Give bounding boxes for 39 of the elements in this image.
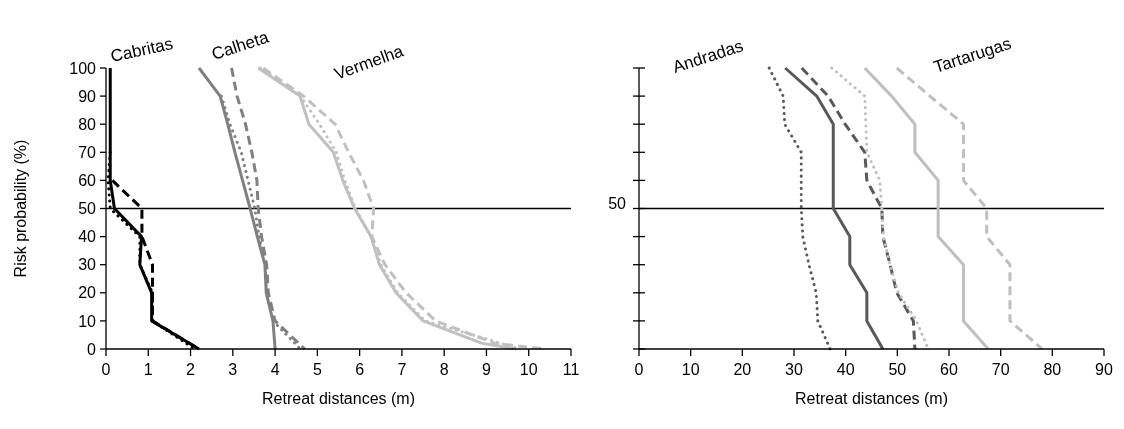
y-tick-label: 50 xyxy=(78,200,97,218)
x-tick-label: 60 xyxy=(940,361,958,378)
y-tick-label: 30 xyxy=(78,256,97,274)
x-tick-label: 90 xyxy=(1095,361,1113,378)
text: Calheta xyxy=(209,27,272,64)
x-tick-label: 0 xyxy=(634,361,644,378)
x-tick-label: 4 xyxy=(270,361,280,378)
x-tick-label: 7 xyxy=(397,361,407,378)
y-axis-title: Risk probability (%) xyxy=(12,139,29,278)
x-axis-title: Retreat distances (m) xyxy=(795,390,948,407)
y-tick-label: 70 xyxy=(78,143,97,161)
text: Cabritas xyxy=(108,34,175,66)
y-tick-label: 80 xyxy=(78,115,97,133)
y-tick-label: 20 xyxy=(78,284,97,302)
x-tick-label: 1 xyxy=(143,361,153,378)
x-axis-title: Retreat distances (m) xyxy=(262,390,415,407)
x-tick-label: 11 xyxy=(562,361,580,378)
x-tick-label: 40 xyxy=(836,361,855,378)
x-tick-label: 8 xyxy=(439,361,449,378)
x-tick-label: 9 xyxy=(482,361,491,378)
y-tick-label: 0 xyxy=(87,340,97,358)
y-tick-label: 10 xyxy=(78,312,97,330)
y-tick-label: 90 xyxy=(78,87,97,105)
text: 50 xyxy=(608,195,627,212)
x-tick-label: 3 xyxy=(228,361,238,378)
x-tick-label: 20 xyxy=(733,361,752,378)
y-tick-label: 60 xyxy=(78,172,97,189)
x-tick-label: 70 xyxy=(991,361,1010,378)
x-tick-label: 10 xyxy=(681,361,700,378)
x-tick-label: 30 xyxy=(785,361,803,378)
x-tick-label: 10 xyxy=(519,361,538,378)
x-tick-label: 50 xyxy=(888,361,907,378)
x-tick-label: 5 xyxy=(312,361,322,378)
x-tick-label: 80 xyxy=(1043,361,1062,378)
x-tick-label: 0 xyxy=(101,361,111,378)
y-tick-label: 40 xyxy=(78,228,97,246)
x-tick-label: 2 xyxy=(186,361,196,378)
x-tick-label: 6 xyxy=(355,361,365,378)
y-tick-label: 100 xyxy=(69,59,97,77)
